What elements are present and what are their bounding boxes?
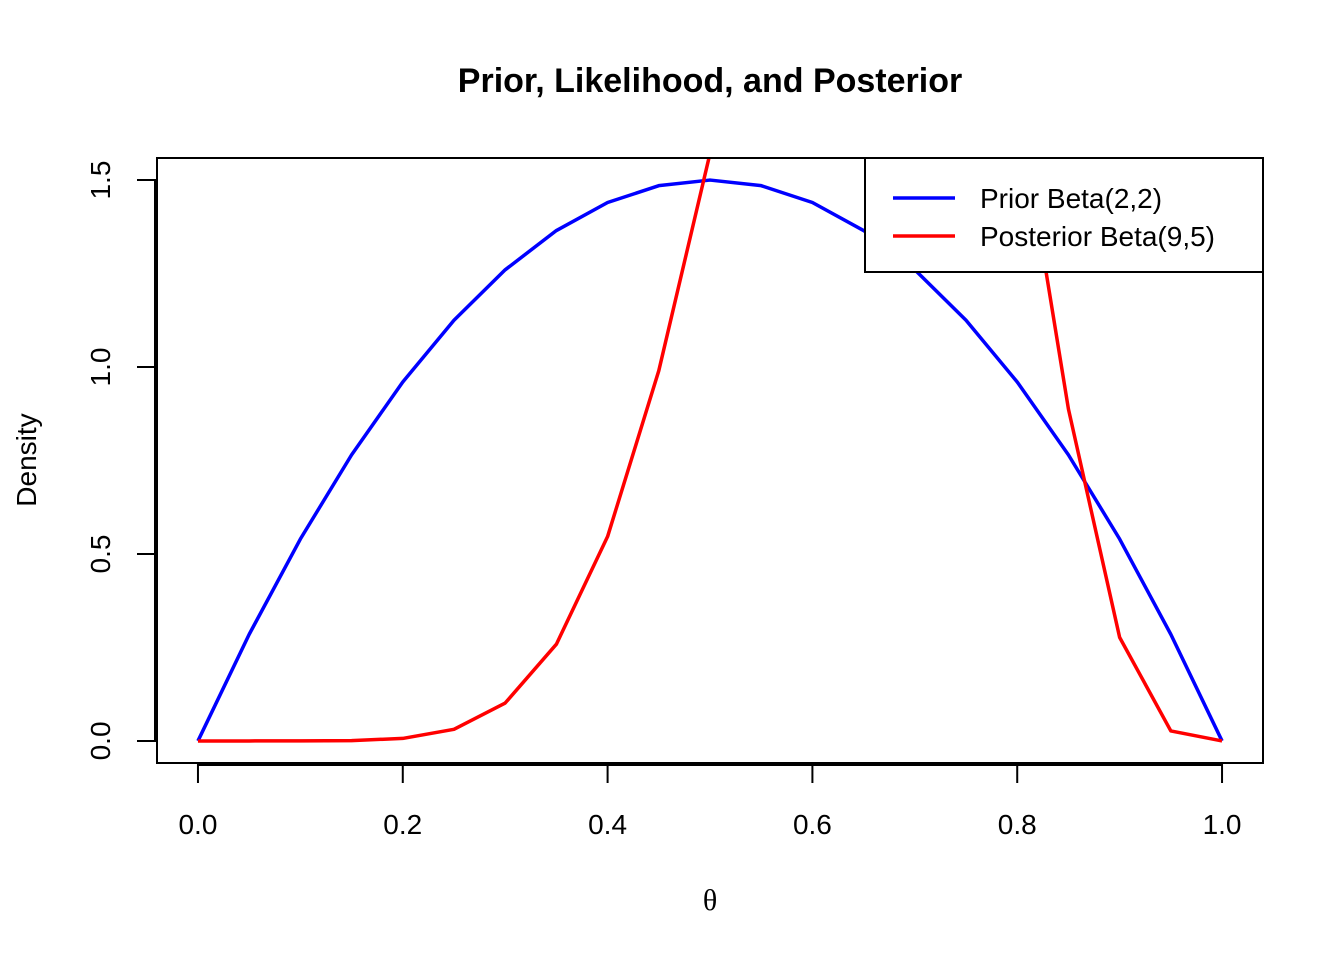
legend-label: Prior Beta(2,2) <box>980 183 1162 214</box>
x-tick-label: 0.6 <box>793 809 832 840</box>
y-tick-label: 0.5 <box>85 535 116 574</box>
x-tick-label: 0.4 <box>588 809 627 840</box>
legend-label: Posterior Beta(9,5) <box>980 221 1215 252</box>
x-tick-label: 0.0 <box>178 809 217 840</box>
x-axis-label: θ <box>703 884 717 917</box>
series-line <box>197 158 1223 743</box>
x-tick-label: 1.0 <box>1203 809 1242 840</box>
plot-frame <box>156 157 1264 764</box>
y-axis-label: Density <box>11 413 42 506</box>
legend-box <box>864 157 1264 273</box>
chart-title: Prior, Likelihood, and Posterior <box>458 62 962 100</box>
series-line <box>196 178 1224 742</box>
y-tick-label: 1.5 <box>85 161 116 200</box>
y-tick-label: 1.0 <box>85 348 116 387</box>
plot-lines <box>196 158 1224 743</box>
x-tick-label: 0.2 <box>383 809 422 840</box>
x-tick-label: 0.8 <box>998 809 1037 840</box>
legend: Prior Beta(2,2) Posterior Beta(9,5) <box>864 157 1264 273</box>
y-tick-label: 0.0 <box>85 721 116 760</box>
